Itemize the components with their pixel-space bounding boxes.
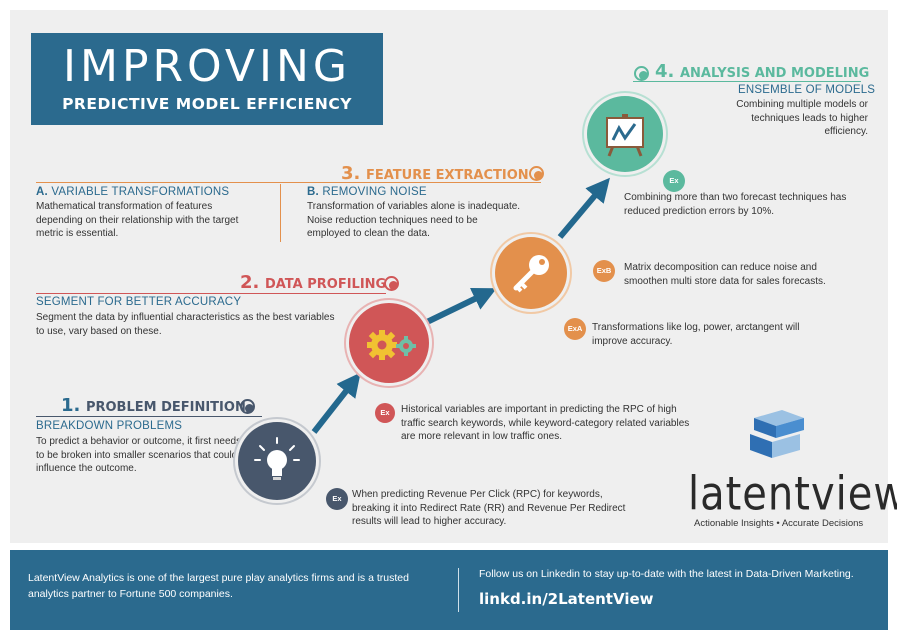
step4-label: ANALYSIS AND MODELING bbox=[679, 66, 870, 81]
latentview-wordmark: latentview bbox=[688, 468, 897, 521]
title-main: IMPROVING bbox=[63, 41, 351, 92]
latentview-tagline: Actionable Insights • Accurate Decisions bbox=[694, 518, 864, 529]
title-banner: IMPROVING PREDICTIVE MODEL EFFICIENCY bbox=[31, 33, 383, 125]
step2-underline bbox=[36, 293, 386, 294]
key-icon bbox=[513, 255, 549, 293]
step3-a-letter: A. bbox=[36, 186, 48, 198]
step4-text: Combining multiple models or techniques … bbox=[736, 99, 868, 137]
arrow-2-to-3 bbox=[425, 287, 497, 325]
step3-exa-badge: ExA bbox=[564, 318, 586, 340]
step3-a-text: Mathematical transformation of features … bbox=[36, 201, 239, 239]
step3-exa-text: Transformations like log, power, arctang… bbox=[592, 322, 800, 347]
gears-icon bbox=[367, 330, 416, 360]
step1-underline bbox=[36, 416, 262, 417]
step3-a-title: VARIABLE TRANSFORMATIONS bbox=[51, 186, 230, 198]
latentview-cube-icon bbox=[750, 410, 804, 458]
step3-heading: 3. FEATURE EXTRACTION bbox=[341, 163, 529, 184]
step3-circle bbox=[495, 237, 567, 309]
step3-underline bbox=[36, 182, 541, 183]
footer: LatentView Analytics is one of the large… bbox=[10, 550, 888, 630]
step3-divider bbox=[280, 184, 281, 242]
step4-heading: 4. ANALYSIS AND MODELING bbox=[655, 61, 869, 82]
step1-circle bbox=[238, 422, 316, 500]
step2-number: 2. bbox=[240, 272, 260, 293]
step4-example: Combining more than two forecast techniq… bbox=[624, 192, 847, 217]
arrow-3-to-4 bbox=[557, 177, 610, 239]
footer-follow: Follow us on Linkedin to stay up-to-date… bbox=[479, 568, 854, 580]
step4-ex-badge: Ex bbox=[663, 170, 685, 192]
step2-text: Segment the data by influential characte… bbox=[36, 312, 335, 337]
footer-divider bbox=[458, 568, 459, 612]
lightbulb-icon bbox=[254, 437, 300, 480]
footer-about: LatentView Analytics is one of the large… bbox=[28, 572, 409, 600]
step1-heading: 1. PROBLEM DEFINITION bbox=[61, 395, 246, 416]
arrow-1-to-2 bbox=[311, 372, 361, 434]
step3-exb-badge: ExB bbox=[593, 260, 615, 282]
step1-subheading: BREAKDOWN PROBLEMS bbox=[36, 420, 183, 432]
step1-marker-icon bbox=[240, 399, 255, 414]
step3-b-text: Transformation of variables alone is ina… bbox=[307, 201, 521, 239]
step3-exb-text: Matrix decomposition can reduce noise an… bbox=[624, 262, 826, 287]
step3-b-heading: B. REMOVING NOISE bbox=[307, 186, 427, 198]
step1-example: When predicting Revenue Per Click (RPC) … bbox=[352, 489, 626, 527]
title-subtitle: PREDICTIVE MODEL EFFICIENCY bbox=[62, 95, 352, 113]
step4-number: 4. bbox=[655, 61, 675, 82]
step2-circle bbox=[349, 303, 429, 383]
step1-text: To predict a behavior or outcome, it fir… bbox=[36, 436, 242, 474]
step4-underline bbox=[633, 81, 861, 82]
step4-marker-icon bbox=[634, 66, 649, 81]
step2-example: Historical variables are important in pr… bbox=[401, 404, 690, 442]
step2-label: DATA PROFILING bbox=[264, 277, 387, 292]
step2-ex-badge: Ex bbox=[375, 403, 395, 423]
step4-subheading: ENSEMBLE OF MODELS bbox=[738, 84, 876, 96]
step3-b-letter: B. bbox=[307, 186, 319, 198]
step3-a-heading: A. VARIABLE TRANSFORMATIONS bbox=[36, 186, 229, 198]
step3-number: 3. bbox=[341, 163, 361, 184]
step2-subheading: SEGMENT FOR BETTER ACCURACY bbox=[36, 296, 242, 308]
step1-label: PROBLEM DEFINITION bbox=[85, 400, 246, 415]
easel-chart-icon bbox=[606, 114, 644, 157]
step1-number: 1. bbox=[61, 395, 81, 416]
step3-label: FEATURE EXTRACTION bbox=[365, 168, 529, 183]
footer-link[interactable]: linkd.in/2LatentView bbox=[479, 590, 654, 608]
step1-ex-badge: Ex bbox=[326, 488, 348, 510]
step2-marker-icon bbox=[384, 276, 399, 291]
step2-heading: 2. DATA PROFILING bbox=[240, 272, 386, 293]
step3-b-title: REMOVING NOISE bbox=[322, 186, 427, 198]
step3-marker-icon bbox=[529, 166, 544, 181]
step4-circle bbox=[587, 96, 663, 172]
